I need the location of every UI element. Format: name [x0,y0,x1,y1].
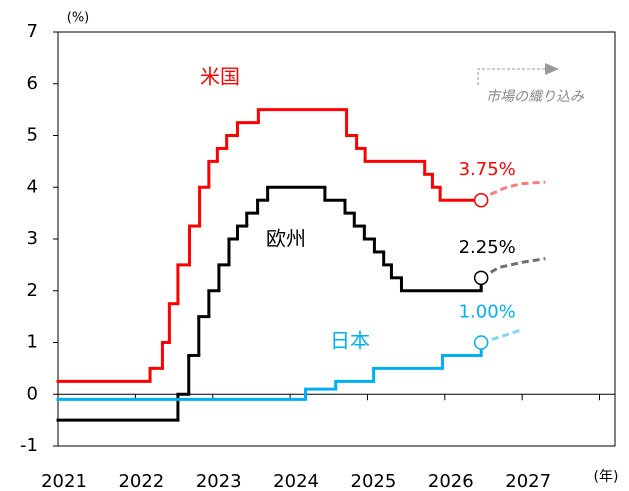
y-tick-label: 5 [27,125,38,146]
forecast-line [480,257,546,280]
x-tick-label: 2027 [505,471,551,491]
end-value-label: 2.25% [459,237,516,258]
x-tick-label: 2024 [273,471,319,491]
y-tick-label: 0 [27,383,38,404]
end-marker [473,335,489,350]
y-tick-label: 3 [27,228,38,249]
x-unit: (年) [594,469,619,485]
forecast-line [480,180,546,202]
y-tick-label: 2 [27,280,38,301]
y-tick-label: 7 [27,21,38,42]
end-value-label: 1.00% [459,302,516,323]
end-marker [473,192,489,208]
x-tick-label: 2025 [351,471,397,491]
y-tick-label: 1 [27,332,38,353]
x-tick-label: 2021 [41,471,87,491]
y-unit: (%) [67,11,90,26]
annotation-arrowhead [545,63,559,75]
x-tick-label: 2023 [196,471,242,491]
x-tick-label: 2026 [428,471,474,491]
y-tick-label: -1 [20,435,38,456]
end-value-label: 3.75% [459,159,516,180]
y-tick-label: 4 [27,176,38,197]
y-tick-label: 6 [27,73,38,94]
series-name: 日本 [330,329,370,353]
series-name: 欧州 [266,227,306,251]
x-tick-label: 2022 [118,471,164,491]
end-marker [473,270,489,286]
annotation-arrow [477,68,545,85]
annotation: 市場の織り込み [486,89,585,105]
series-name: 米国 [200,65,240,89]
